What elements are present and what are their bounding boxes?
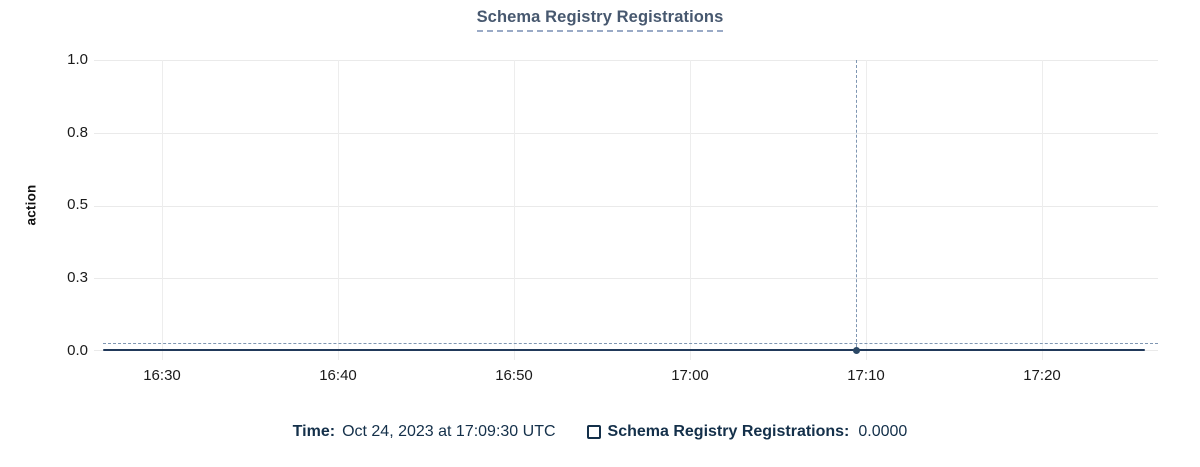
tooltip-series-value: 0.0000 — [858, 423, 908, 440]
v-gridline — [690, 60, 691, 360]
chart-title-row: Schema Registry Registrations — [0, 8, 1200, 32]
x-tick-label: 16:30 — [143, 367, 181, 384]
h-gridline — [94, 132, 1158, 134]
y-tick-label: 1.0 — [67, 51, 88, 68]
v-gridline — [338, 60, 339, 360]
series-checkbox[interactable] — [586, 424, 601, 439]
v-gridline — [866, 60, 867, 360]
v-gridline — [1042, 60, 1043, 360]
v-gridline — [514, 60, 515, 360]
y-tick-label: 0.0 — [67, 342, 88, 359]
y-tick-label: 0.8 — [67, 124, 88, 141]
x-tick-label: 17:20 — [1023, 367, 1061, 384]
tooltip-time-value: Oct 24, 2023 at 17:09:30 UTC — [342, 423, 556, 440]
tooltip-time-label: Time: — [292, 423, 336, 440]
y-tick-label: 0.3 — [67, 269, 88, 286]
x-tick-label: 17:00 — [671, 367, 709, 384]
x-tick-label: 16:40 — [319, 367, 357, 384]
chart-title[interactable]: Schema Registry Registrations — [476, 8, 724, 32]
h-gridline — [94, 205, 1158, 207]
tooltip-series-label[interactable]: Schema Registry Registrations: — [607, 423, 850, 440]
crosshair-vertical-line — [856, 60, 857, 347]
h-gridline — [94, 278, 1158, 280]
hover-point-marker — [853, 347, 860, 354]
series-line — [103, 349, 1145, 351]
x-tick-label: 16:50 — [495, 367, 533, 384]
y-tick-label: 0.5 — [67, 196, 88, 213]
crosshair-horizontal-line — [103, 343, 1158, 344]
y-axis-label: action — [23, 184, 39, 226]
plot-area[interactable] — [94, 60, 1158, 360]
h-gridline — [94, 60, 1158, 61]
tooltip-legend: Time: Oct 24, 2023 at 17:09:30 UTC Schem… — [0, 422, 1200, 441]
x-tick-label: 17:10 — [847, 367, 885, 384]
v-gridline — [162, 60, 163, 360]
